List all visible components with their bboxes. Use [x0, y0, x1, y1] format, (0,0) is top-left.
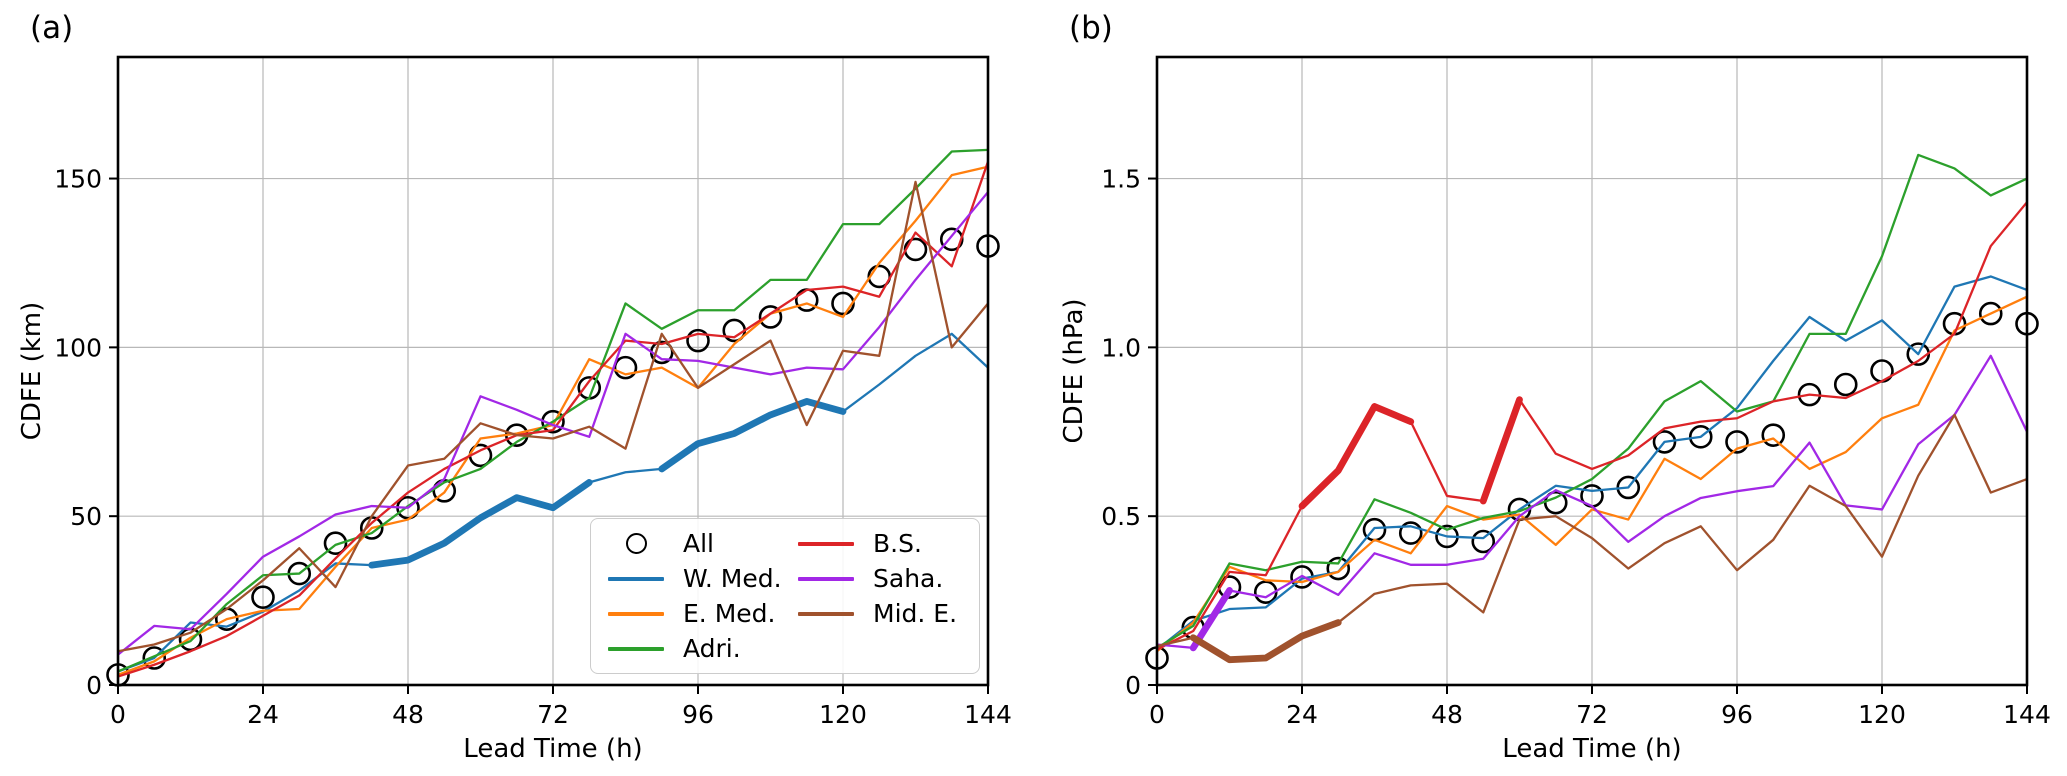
line-swatch-icon [798, 576, 854, 581]
x-tick-label: 48 [392, 700, 424, 729]
legend-label: B.S. [873, 529, 922, 558]
x-tick-label: 120 [819, 700, 867, 729]
panel-a-plot: 0 24 48 72 96 120 144 0 50 100 150 [54, 55, 1012, 729]
series-mid-e-thick-segment [1189, 619, 1342, 664]
panel-b-xlabel: Lead Time (h) [1502, 734, 1682, 764]
panel-a-ylabel: CDFE (km) [17, 301, 47, 441]
series-b-s-thick-segment [1298, 403, 1415, 510]
line-swatch-icon [795, 576, 857, 581]
legend-label: W. Med. [683, 564, 782, 593]
x-tick-label: 0 [1149, 700, 1165, 729]
legend-label: All [683, 529, 714, 558]
line-swatch-icon [795, 611, 857, 616]
legend-label: E. Med. [683, 599, 776, 628]
line-swatch-icon [605, 611, 667, 616]
series-mid-e [117, 180, 989, 653]
line-swatch-icon [798, 611, 854, 616]
series-adri [117, 148, 989, 673]
x-tick-label: 144 [964, 700, 1012, 729]
legend-column-2: B.S. Saha. Mid. E. [795, 526, 965, 666]
line-swatch-icon [608, 646, 664, 651]
series-b-s [1156, 201, 2028, 651]
y-tick-label: 1.5 [1101, 165, 1141, 194]
x-tick-label: 0 [110, 700, 126, 729]
y-tick-label: 150 [54, 165, 102, 194]
legend: All W. Med. E. Med. Adri. B.S. Saha. Mid. E. [590, 518, 980, 674]
series-adri [1156, 153, 2028, 649]
series-saha [117, 191, 989, 656]
line-swatch-icon [608, 576, 664, 581]
panel-a-xlabel: Lead Time (h) [463, 734, 643, 764]
y-tick-label: 0 [86, 671, 102, 700]
legend-item-all: All [605, 526, 795, 561]
x-tick-label: 96 [682, 700, 714, 729]
x-tick-label: 96 [1721, 700, 1753, 729]
legend-item-w-med: W. Med. [605, 561, 795, 596]
axes-ticks: 0 24 48 72 96 120 144 0 0.5 1.0 1.5 [1101, 165, 2051, 729]
line-swatch-icon [798, 541, 854, 546]
legend-label: Saha. [873, 564, 944, 593]
panel-b-plot: 0 24 48 72 96 120 144 0 0.5 1.0 1.5 [1101, 55, 2051, 729]
y-tick-label: 100 [54, 333, 102, 362]
legend-column-1: All W. Med. E. Med. Adri. [605, 526, 795, 666]
legend-label: Mid. E. [873, 599, 958, 628]
series-b-s [117, 161, 990, 678]
legend-item-e-med: E. Med. [605, 596, 795, 631]
series-w-med-thick-segment [368, 479, 593, 569]
x-tick-label: 72 [1576, 700, 1608, 729]
series-w-med [1156, 275, 2028, 651]
series-w-med-thick-segment [658, 397, 847, 473]
y-tick-label: 0 [1125, 671, 1141, 700]
x-tick-label: 72 [537, 700, 569, 729]
panel-a-letter: (a) [30, 10, 74, 46]
legend-label: Adri. [683, 634, 741, 663]
series-b-s-thick-segment [1479, 396, 1523, 505]
panel-b-ylabel: CDFE (hPa) [1059, 298, 1089, 444]
panel-b-letter: (b) [1069, 10, 1113, 46]
y-tick-label: 0.5 [1101, 502, 1141, 531]
legend-item-mid-e: Mid. E. [795, 596, 965, 631]
x-tick-label: 24 [1286, 700, 1318, 729]
line-swatch-icon [605, 576, 667, 581]
y-tick-label: 1.0 [1101, 333, 1141, 362]
x-tick-label: 144 [2003, 700, 2051, 729]
x-tick-label: 24 [247, 700, 279, 729]
open-circle-marker-icon [605, 533, 667, 554]
line-swatch-icon [605, 646, 667, 651]
axes-ticks: 0 24 48 72 96 120 144 0 50 100 150 [54, 165, 1012, 729]
legend-item-b-s: B.S. [795, 526, 965, 561]
legend-item-adri: Adri. [605, 631, 795, 666]
legend-item-saha: Saha. [795, 561, 965, 596]
x-tick-label: 48 [1431, 700, 1463, 729]
y-tick-label: 50 [70, 502, 102, 531]
line-swatch-icon [795, 541, 857, 546]
open-circle-marker-icon [625, 533, 647, 554]
series-e-med [1156, 295, 2028, 653]
line-swatch-icon [608, 611, 664, 616]
x-tick-label: 120 [1858, 700, 1906, 729]
series-mid-e [1156, 413, 2028, 664]
